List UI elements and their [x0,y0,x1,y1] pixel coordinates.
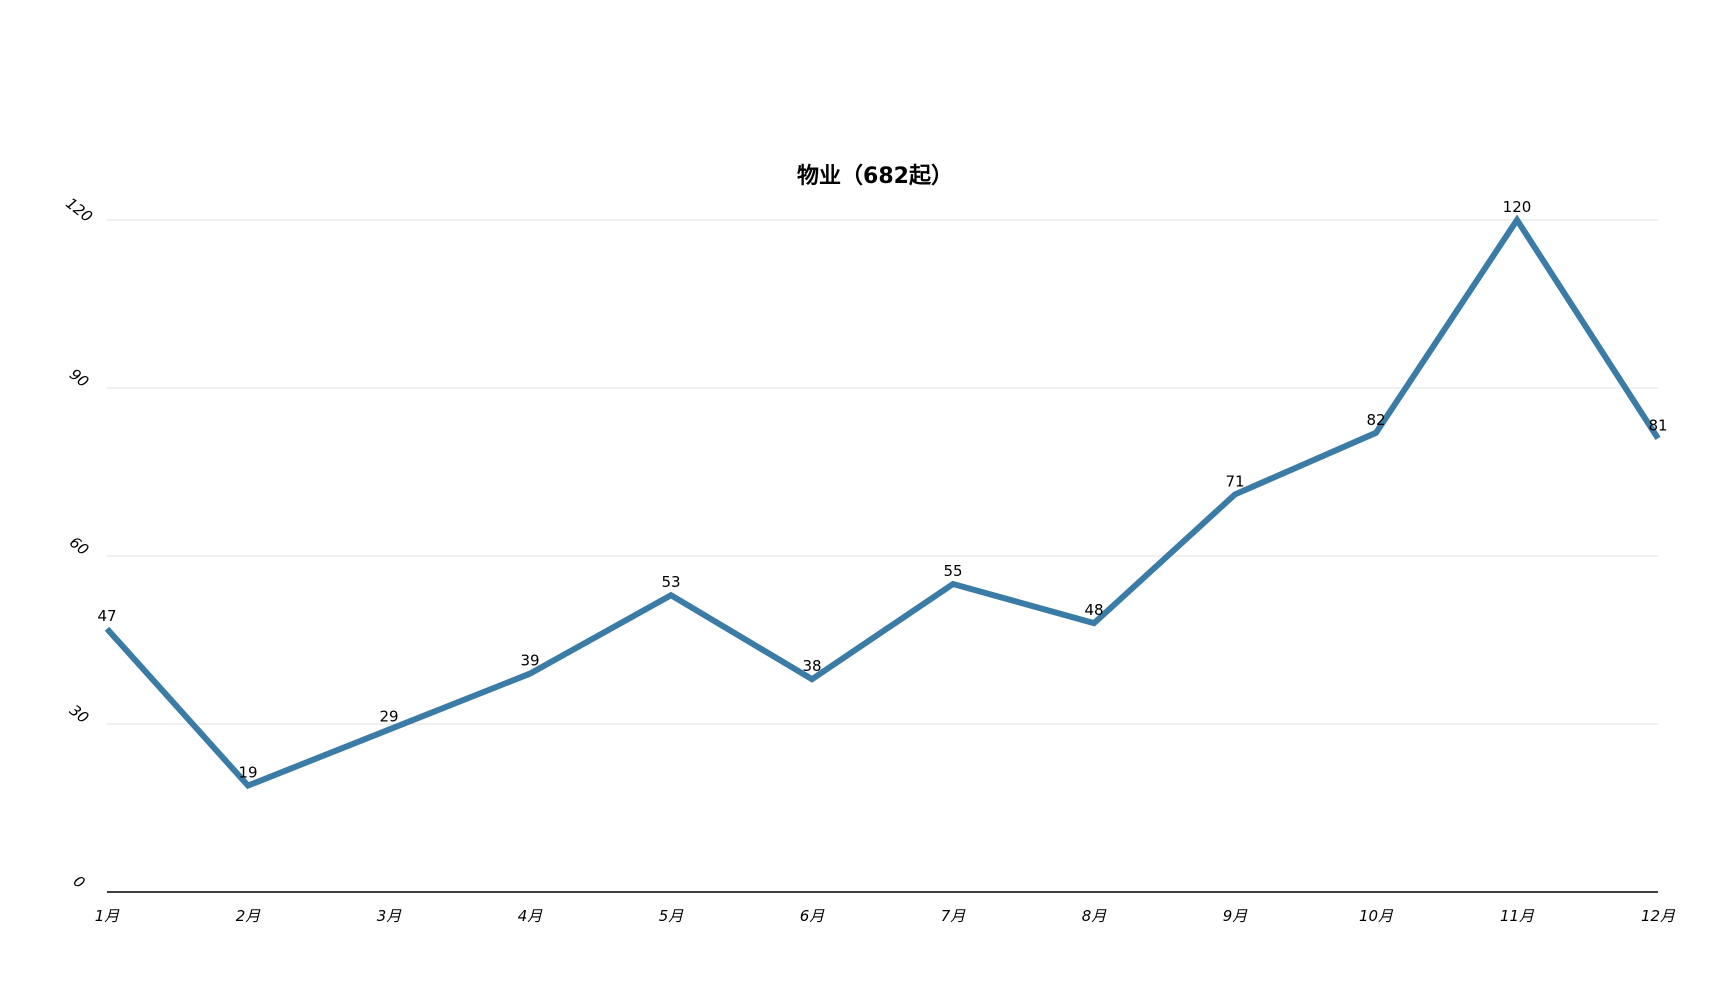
data-label: 71 [1225,472,1244,490]
data-label: 55 [943,562,962,580]
x-tick-label: 7月 [941,907,967,925]
x-tick-label: 10月 [1359,907,1394,925]
data-label: 38 [802,657,821,675]
series-line [104,214,1661,790]
data-label: 120 [1503,198,1532,216]
data-label: 81 [1648,416,1667,434]
chart-title: 物业（682起） [797,163,953,189]
data-label: 82 [1366,411,1385,429]
x-axis-ticks: 1月 2月 3月 4月 5月 6月 7月 8月 9月 10月 11月 12月 [95,907,1676,925]
y-tick-label: 90 [66,365,92,391]
x-tick-label: 8月 [1082,907,1108,925]
y-tick-label: 30 [66,701,92,727]
x-tick-label: 12月 [1641,907,1676,925]
x-tick-label: 2月 [236,907,262,925]
data-label: 47 [97,607,116,625]
y-tick-label: 60 [66,533,92,559]
x-tick-label: 4月 [518,907,544,925]
x-tick-label: 9月 [1223,907,1249,925]
x-tick-label: 11月 [1500,907,1535,925]
grid-lines [107,219,1658,725]
y-tick-label: 0 [70,872,89,892]
data-label: 39 [520,652,539,670]
data-labels: 47 19 29 39 53 38 55 48 71 82 120 81 [97,198,1667,782]
x-tick-label: 6月 [800,907,826,925]
x-tick-label: 1月 [95,907,121,925]
y-tick-label: 120 [62,194,96,226]
x-tick-label: 3月 [377,907,403,925]
data-label: 48 [1084,601,1103,619]
y-axis-ticks: 0 30 60 90 120 [62,194,96,892]
data-label: 19 [238,764,257,782]
series-lines [104,214,1661,790]
x-tick-label: 5月 [659,907,685,925]
data-label: 29 [379,708,398,726]
data-label: 53 [661,573,680,591]
